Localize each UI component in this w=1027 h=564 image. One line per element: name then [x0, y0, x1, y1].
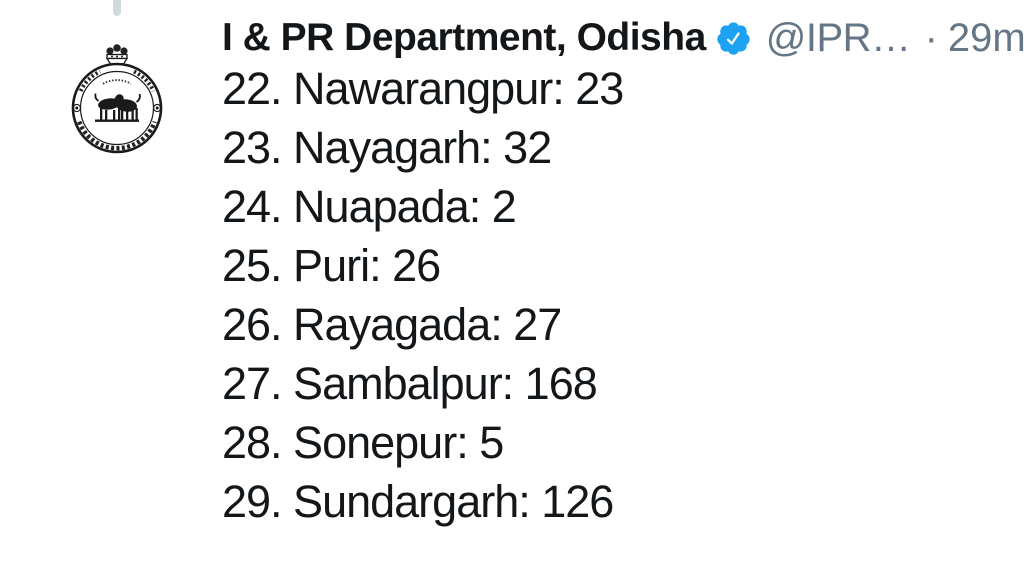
author-handle[interactable]: @IPR…: [765, 15, 911, 60]
district-count-line: 27. Sambalpur: 168: [222, 358, 598, 409]
district-count-line: 24. Nuapada: 2: [222, 181, 517, 232]
district-count-line: 22. Nawarangpur: 23: [222, 63, 624, 114]
verified-badge-icon: [715, 20, 752, 57]
district-count-line: 23. Nayagarh: 32: [222, 122, 552, 173]
odisha-state-seal-icon: [71, 44, 163, 154]
district-count-line: 25. Puri: 26: [222, 240, 441, 291]
district-count-line: 28. Sonepur: 5: [222, 417, 504, 468]
district-count-line: 29. Sundargarh: 126: [222, 476, 614, 527]
timestamp[interactable]: 29m: [947, 15, 1026, 60]
tweet-body: 22. Nawarangpur: 23 23. Nayagarh: 32 24.…: [222, 59, 1027, 531]
tweet-header: I & PR Department, Odisha @IPR… · 29m: [222, 12, 1027, 64]
avatar[interactable]: [69, 42, 165, 158]
author-name[interactable]: I & PR Department, Odisha: [222, 16, 706, 59]
meta-separator: ·: [924, 15, 938, 60]
district-count-line: 26. Rayagada: 27: [222, 299, 562, 350]
thread-connector-line: [113, 0, 121, 16]
